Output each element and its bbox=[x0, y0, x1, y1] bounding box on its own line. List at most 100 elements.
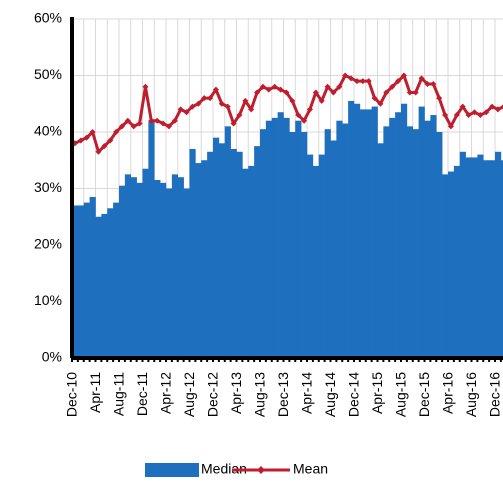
line-marker bbox=[242, 97, 249, 104]
bar bbox=[436, 132, 443, 358]
bar bbox=[371, 106, 378, 358]
x-tick-label: Dec-11 bbox=[134, 372, 150, 416]
line-marker bbox=[424, 80, 431, 87]
bar bbox=[500, 160, 503, 358]
bar bbox=[418, 106, 425, 358]
bar bbox=[406, 126, 414, 358]
line-marker bbox=[295, 112, 302, 119]
line-marker bbox=[160, 120, 167, 127]
line-marker bbox=[377, 100, 384, 107]
x-tick-label: Aug-16 bbox=[463, 372, 479, 417]
bar bbox=[142, 168, 149, 358]
bar bbox=[230, 148, 237, 358]
line-marker bbox=[277, 86, 284, 93]
y-tick-label: 0% bbox=[42, 349, 62, 365]
line-marker bbox=[306, 106, 313, 113]
legend-label: Median bbox=[201, 461, 247, 477]
bar bbox=[171, 174, 179, 358]
x-tick-label: Aug-13 bbox=[252, 372, 268, 417]
bar bbox=[101, 213, 108, 358]
line-marker bbox=[500, 104, 503, 109]
x-tick-label: Apr-13 bbox=[228, 372, 244, 414]
line-marker bbox=[259, 83, 266, 90]
bar bbox=[77, 205, 85, 358]
bar bbox=[248, 165, 255, 358]
x-tick-label: Dec-10 bbox=[64, 372, 80, 417]
line-marker bbox=[330, 89, 337, 96]
line-marker bbox=[406, 89, 413, 96]
bar bbox=[113, 202, 120, 358]
bar bbox=[448, 171, 455, 358]
line-marker bbox=[107, 137, 114, 144]
line-marker bbox=[371, 95, 378, 102]
bar bbox=[342, 123, 349, 359]
line-marker bbox=[453, 112, 460, 119]
bar bbox=[348, 100, 355, 359]
bar bbox=[430, 115, 437, 358]
bar bbox=[442, 174, 449, 358]
bar bbox=[424, 120, 431, 358]
line-marker bbox=[83, 134, 90, 141]
bar bbox=[471, 157, 478, 358]
bar bbox=[289, 132, 296, 358]
x-tick-label: Dec-14 bbox=[346, 372, 362, 417]
bar bbox=[301, 132, 308, 358]
line-marker bbox=[207, 95, 214, 102]
x-tick-label: Apr-12 bbox=[158, 372, 174, 414]
bar bbox=[412, 129, 419, 358]
x-tick-label: Apr-15 bbox=[369, 372, 385, 414]
bar bbox=[160, 182, 167, 358]
bar bbox=[89, 196, 96, 358]
line-marker bbox=[400, 72, 407, 79]
bar bbox=[265, 120, 273, 358]
bar bbox=[260, 129, 267, 358]
bar bbox=[453, 165, 461, 358]
bar bbox=[254, 146, 261, 358]
y-tick-label: 40% bbox=[34, 123, 62, 139]
line-marker bbox=[289, 97, 296, 104]
line-marker bbox=[195, 100, 202, 107]
line-marker bbox=[113, 129, 120, 135]
line-marker bbox=[383, 89, 390, 96]
bar bbox=[295, 120, 302, 358]
line-marker bbox=[154, 117, 161, 124]
bar bbox=[312, 165, 320, 358]
bar bbox=[354, 103, 361, 358]
bar bbox=[148, 120, 155, 358]
x-tick-label: Aug-14 bbox=[322, 372, 338, 417]
line-marker bbox=[389, 83, 396, 90]
bar bbox=[395, 112, 402, 358]
line-marker bbox=[95, 148, 102, 155]
bar bbox=[107, 208, 114, 358]
bar bbox=[218, 143, 226, 358]
line-marker bbox=[365, 78, 372, 85]
line-marker bbox=[459, 103, 466, 110]
bar bbox=[177, 177, 184, 358]
y-tick-label: 20% bbox=[34, 236, 62, 252]
line-marker bbox=[312, 89, 319, 96]
legend-label: Mean bbox=[293, 461, 328, 477]
line-marker bbox=[189, 103, 196, 110]
bar bbox=[95, 216, 102, 358]
line-marker bbox=[77, 137, 84, 144]
bar bbox=[465, 157, 472, 358]
bar bbox=[277, 112, 284, 358]
line-marker bbox=[430, 80, 437, 87]
bar bbox=[330, 140, 337, 358]
line-marker bbox=[483, 109, 490, 116]
bar bbox=[207, 151, 214, 358]
line-marker bbox=[301, 117, 308, 124]
bar bbox=[477, 154, 484, 358]
line-marker bbox=[465, 112, 472, 119]
x-tick-label: Dec-15 bbox=[416, 372, 432, 417]
line-marker bbox=[489, 103, 496, 110]
x-tick-label: Apr-11 bbox=[87, 372, 103, 413]
line-marker bbox=[254, 89, 261, 96]
bar bbox=[401, 103, 408, 358]
bar bbox=[242, 168, 249, 358]
y-tick-label: 60% bbox=[34, 10, 62, 26]
bar bbox=[136, 182, 143, 358]
line-marker bbox=[348, 75, 355, 82]
line-marker bbox=[336, 83, 343, 90]
